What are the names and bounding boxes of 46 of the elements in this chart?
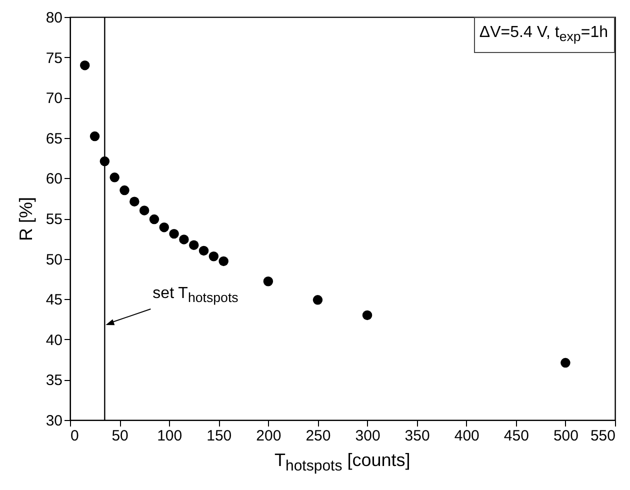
x-tick-label: 50 xyxy=(112,428,128,444)
x-tick-label: 500 xyxy=(553,428,578,444)
x-tick-label: 350 xyxy=(404,428,430,444)
point xyxy=(198,246,209,256)
point xyxy=(110,172,120,182)
y-tick-label: 80 xyxy=(46,10,62,26)
y-tick-label: 45 xyxy=(46,292,62,309)
x-tick-label: 200 xyxy=(256,428,282,444)
x-tick-label: 400 xyxy=(454,428,480,444)
x-tick-label: 300 xyxy=(355,428,380,444)
point xyxy=(560,358,570,368)
x-tick-label: 450 xyxy=(504,428,529,444)
y-tick-label: 60 xyxy=(46,170,62,188)
point xyxy=(120,185,130,196)
note-box: ΔV=5.4 V, t$_{exp}$=1h xyxy=(474,17,615,54)
y-tick-label: 30 xyxy=(46,412,62,430)
x-tick-label: 100 xyxy=(157,428,182,444)
point xyxy=(130,196,140,206)
point xyxy=(90,131,100,142)
point xyxy=(80,60,90,70)
y-tick-label: 65 xyxy=(46,130,62,148)
y-tick-label: 75 xyxy=(46,50,62,67)
point xyxy=(312,295,323,305)
point xyxy=(139,206,150,216)
point xyxy=(208,252,219,262)
point xyxy=(159,222,170,232)
point xyxy=(179,234,189,244)
x-tick-label: 150 xyxy=(206,428,232,444)
annotation: ΔV=5.4 V, t$_{exp}$=1h xyxy=(479,23,608,46)
y-tick-label: 35 xyxy=(46,372,62,390)
y-axis-title: R [%] xyxy=(16,196,36,242)
point xyxy=(188,240,199,250)
x-axis-title: T$_{hotspots}$ [counts] xyxy=(274,450,410,475)
y-tick-label: 70 xyxy=(46,90,62,108)
point xyxy=(149,214,160,224)
point xyxy=(218,256,228,266)
y-tick-label: 40 xyxy=(46,332,62,349)
point xyxy=(263,276,274,286)
ref-line-label: set T$_{hotspots}$ xyxy=(152,285,238,306)
y-tick-label: 50 xyxy=(46,251,62,268)
x-tick-label: 0 xyxy=(70,428,79,444)
point xyxy=(362,310,372,320)
y-tick-label: 55 xyxy=(46,211,62,228)
x-tick-label: 250 xyxy=(306,428,331,444)
point xyxy=(169,228,179,239)
x-tick-label: 550 xyxy=(590,428,616,444)
